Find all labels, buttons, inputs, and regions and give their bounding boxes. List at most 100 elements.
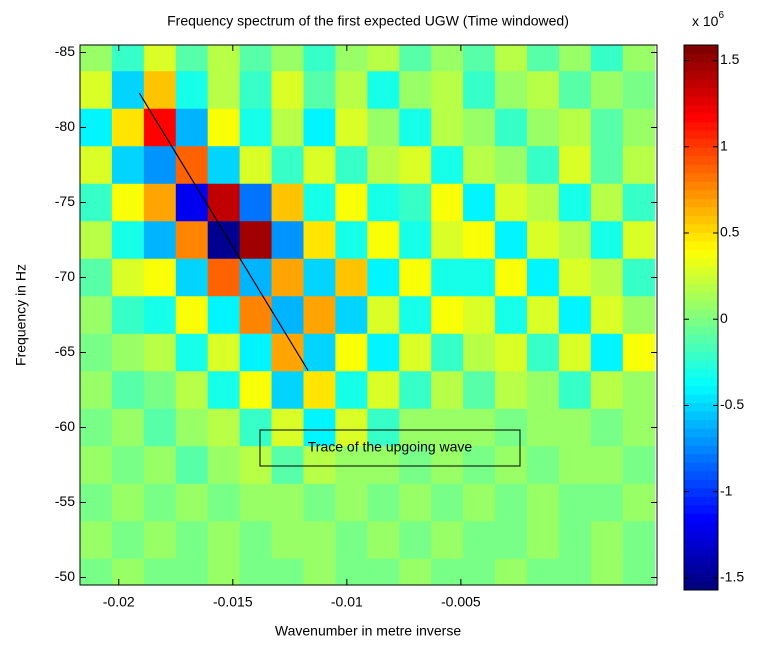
heatmap-cell: [80, 221, 113, 260]
heatmap-cell: [335, 446, 368, 485]
colorbar-swatch: [684, 572, 718, 582]
heatmap-cell: [111, 446, 145, 485]
heatmap-cell: [207, 483, 241, 522]
heatmap-cell: [143, 183, 177, 222]
heatmap-cell: [303, 371, 336, 410]
colorbar-swatch: [684, 96, 718, 106]
heatmap-cell: [239, 71, 273, 110]
heatmap-cell: [367, 71, 400, 110]
heatmap-cell: [431, 446, 464, 485]
heatmap-cell: [463, 183, 496, 222]
heatmap-cell: [527, 183, 560, 222]
heatmap-cell: [495, 446, 528, 485]
heatmap-cell: [239, 521, 273, 560]
x-tick-label: -0.005: [441, 594, 481, 610]
heatmap-cell: [367, 45, 400, 72]
heatmap-cell: [367, 333, 400, 372]
heatmap-cell: [527, 446, 560, 485]
heatmap-cell: [622, 221, 656, 260]
heatmap-cell: [335, 333, 368, 372]
heatmap-cell: [399, 71, 432, 110]
heatmap-cell: [495, 71, 528, 110]
colorbar-swatch: [684, 308, 718, 318]
heatmap-cell: [207, 333, 241, 372]
heatmap-cell: [527, 221, 560, 260]
heatmap-cell: [271, 521, 305, 560]
heatmap-cell: [143, 371, 177, 410]
colorbar-swatch: [684, 104, 718, 114]
heatmap-cell: [271, 408, 305, 447]
heatmap-cell: [303, 183, 336, 222]
heatmap-cell: [303, 45, 336, 72]
heatmap-cell: [495, 258, 528, 297]
y-tick-label: -80: [55, 118, 75, 134]
heatmap-cell: [303, 71, 336, 110]
overlay: [79, 44, 658, 586]
heatmap-cell: [431, 108, 464, 147]
heatmap-cell: [207, 408, 241, 447]
colorbar-swatch: [684, 343, 718, 353]
heatmap-cell: [335, 483, 368, 522]
heatmap-cell: [207, 258, 241, 297]
heatmap-cell: [303, 446, 336, 485]
heatmap-cell: [335, 371, 368, 410]
colorbar-tick-label: -1.5: [720, 569, 744, 585]
heatmap-cell: [335, 296, 368, 335]
heatmap-cell: [271, 296, 305, 335]
heatmap-cell: [207, 221, 241, 260]
colorbar-tick-label: 0: [720, 310, 728, 326]
heatmap-cell: [622, 446, 656, 485]
colorbar-swatch: [684, 172, 718, 182]
heatmap-cell: [590, 146, 624, 185]
heatmap-cell: [271, 333, 305, 372]
heatmap-cell: [590, 45, 624, 72]
y-axis-label: Frequency in Hz: [13, 264, 29, 366]
heatmap-cell: [111, 71, 145, 110]
colorbar-swatch: [684, 351, 718, 361]
heatmap-cell: [271, 221, 305, 260]
heatmap-cell: [367, 183, 400, 222]
heatmap-cell: [399, 371, 432, 410]
heatmap-cell: [271, 45, 305, 72]
heatmap-cell: [622, 483, 656, 522]
heatmap-cell: [399, 183, 432, 222]
heatmap-cell: [622, 45, 656, 72]
heatmap-cell: [207, 108, 241, 147]
heatmap-cell: [367, 146, 400, 185]
colorbar-swatch: [684, 147, 718, 157]
heatmap-cell: [207, 558, 241, 585]
exponent-power: 6: [718, 10, 724, 21]
heatmap-cell: [367, 521, 400, 560]
heatmap-cell: [558, 183, 592, 222]
heatmap-cell: [527, 296, 560, 335]
heatmap-cell: [622, 558, 656, 585]
heatmap-cell: [527, 45, 560, 72]
heatmap-cell: [463, 333, 496, 372]
heatmap-cell: [431, 146, 464, 185]
heatmap-cell: [431, 558, 464, 585]
colorbar-swatch: [684, 274, 718, 284]
heatmap-cell: [111, 45, 145, 72]
heatmap-cell: [463, 258, 496, 297]
heatmap-cell: [303, 108, 336, 147]
heatmap-cell: [207, 446, 241, 485]
colorbar-swatch: [684, 385, 718, 395]
colorbar-tick-label: 1.5: [720, 51, 740, 67]
heatmap-cell: [495, 408, 528, 447]
colorbar-swatch: [684, 266, 718, 276]
heatmap-cell: [111, 483, 145, 522]
y-tick-label: -55: [55, 493, 75, 509]
heatmap-cell: [495, 521, 528, 560]
heatmap-cell: [399, 258, 432, 297]
heatmap-cell: [495, 183, 528, 222]
colorbar-swatch: [684, 470, 718, 480]
heatmap-cell: [558, 108, 592, 147]
colorbar-tick-label: -0.5: [720, 396, 744, 412]
colorbar-swatch: [684, 300, 718, 310]
heatmap-cell: [175, 408, 209, 447]
heatmap-cell: [558, 371, 592, 410]
heatmap-cell: [367, 258, 400, 297]
heatmap-cell: [527, 71, 560, 110]
heatmap-cell: [399, 483, 432, 522]
heatmap-cell: [239, 108, 273, 147]
